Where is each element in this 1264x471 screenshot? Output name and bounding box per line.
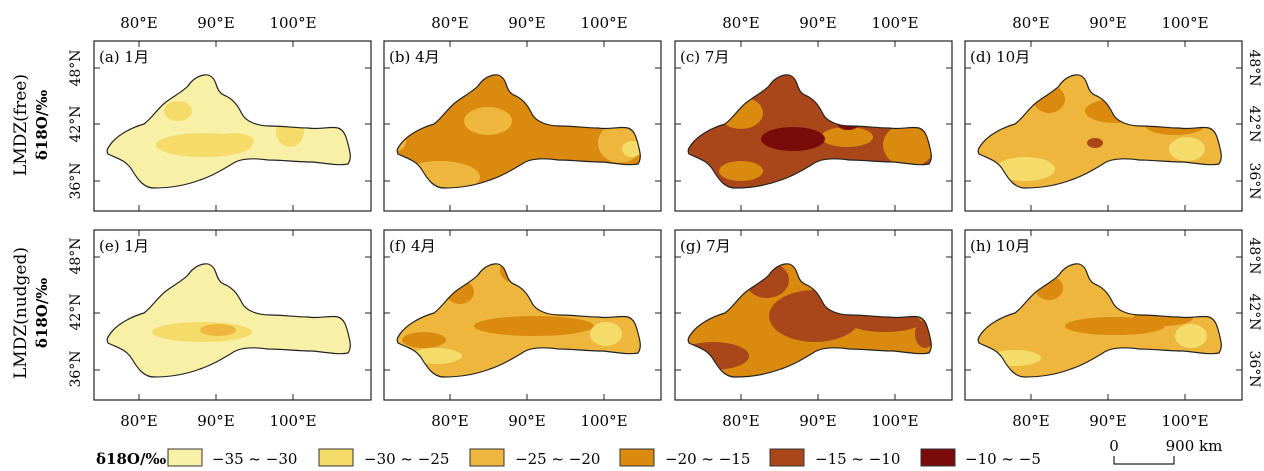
- tick-marks: [675, 41, 952, 211]
- lon-label: 100°E: [1161, 14, 1208, 32]
- lon-label: 90°E: [799, 14, 837, 32]
- lon-label: 100°E: [269, 412, 316, 430]
- lat-label: 42°N: [68, 293, 84, 330]
- legend-swatch: [619, 448, 655, 467]
- panel-frame: [674, 229, 953, 401]
- row-model-label: LMDZ(free): [11, 74, 31, 176]
- panel-label: (a) 1月: [99, 48, 149, 66]
- panel-frame: [964, 229, 1243, 401]
- panel-d: (d) 10月: [964, 40, 1243, 212]
- panel-label: (c) 7月: [680, 48, 729, 66]
- lat-label: 42°N: [1246, 293, 1262, 330]
- lon-label: 100°E: [871, 14, 918, 32]
- lon-label: 90°E: [799, 412, 837, 430]
- lon-label: 80°E: [431, 412, 469, 430]
- lat-label: 48°N: [1246, 237, 1262, 274]
- scale-zero-label: 0: [1109, 437, 1119, 455]
- legend-swatch: [920, 448, 956, 467]
- lat-label: 48°N: [1246, 49, 1262, 86]
- lon-label: 80°E: [722, 412, 760, 430]
- lon-label: 90°E: [1089, 412, 1127, 430]
- legend-label: −25 ~ −20: [515, 450, 600, 468]
- panel-label: (g) 7月: [680, 237, 731, 255]
- top-lon-labels: 80°E 90°E 100°E 80°E 90°E 100°E 80°E 90°…: [120, 14, 1208, 32]
- row-unit-label: δ18O/‰: [33, 278, 51, 348]
- right-lat-labels: 36°N 42°N 48°N 36°N 42°N 48°N: [1246, 49, 1262, 387]
- panel-b: (b) 4月: [383, 40, 662, 212]
- lon-label: 100°E: [1161, 412, 1208, 430]
- row-title-free: LMDZ(free) δ18O/‰: [11, 74, 51, 176]
- lon-label: 90°E: [508, 14, 546, 32]
- lat-label: 42°N: [68, 105, 84, 142]
- legend-label: −10 ~ −5: [965, 450, 1041, 468]
- legend-label: −35 ~ −30: [212, 450, 297, 468]
- tick-marks: [94, 41, 371, 211]
- panel-frame: [964, 40, 1243, 212]
- panel-label: (b) 4月: [389, 48, 440, 66]
- lat-label: 36°N: [1246, 162, 1262, 199]
- legend-swatch: [469, 448, 505, 467]
- panel-f: (f) 4月: [383, 229, 662, 401]
- panel-label: (f) 4月: [389, 237, 436, 255]
- lat-label: 48°N: [68, 237, 84, 274]
- row-title-nudged: LMDZ(nudged) δ18O/‰: [11, 247, 51, 379]
- legend-swatch: [167, 448, 203, 467]
- legend-label: −30 ~ −25: [364, 450, 449, 468]
- legend-swatch: [769, 448, 805, 467]
- lon-label: 80°E: [120, 412, 158, 430]
- scale-line: [1113, 456, 1175, 465]
- panel-frame: [93, 229, 372, 401]
- panel-frame: [383, 40, 662, 212]
- lat-label: 36°N: [68, 350, 84, 387]
- tick-marks: [384, 41, 661, 211]
- tick-marks: [965, 41, 1242, 211]
- left-lat-labels: 36°N 42°N 48°N 36°N 42°N 48°N: [68, 49, 84, 387]
- lon-label: 100°E: [580, 14, 627, 32]
- panel-h: (h) 10月: [964, 229, 1243, 401]
- scale-distance-label: 900 km: [1166, 437, 1223, 455]
- lon-label: 90°E: [1089, 14, 1127, 32]
- panel-c: (c) 7月: [674, 40, 953, 212]
- lat-label: 36°N: [68, 162, 84, 199]
- panel-e: (e) 1月: [93, 229, 372, 401]
- panel-g: (g) 7月: [674, 229, 953, 401]
- lon-label: 90°E: [508, 412, 546, 430]
- lat-label: 48°N: [68, 49, 84, 86]
- row-model-label: LMDZ(nudged): [11, 247, 31, 379]
- bottom-lon-labels: 80°E 90°E 100°E 80°E 90°E 100°E 80°E 90°…: [120, 412, 1208, 430]
- lon-label: 100°E: [580, 412, 627, 430]
- tick-marks: [965, 230, 1242, 400]
- legend-title: δ18O/‰: [96, 450, 166, 468]
- panel-label: (d) 10月: [970, 48, 1030, 66]
- row-unit-label: δ18O/‰: [33, 90, 51, 160]
- lon-label: 90°E: [197, 412, 235, 430]
- panel-label: (h) 10月: [970, 237, 1030, 255]
- legend-swatch: [318, 448, 354, 467]
- lon-label: 80°E: [120, 14, 158, 32]
- panel-frame: [674, 40, 953, 212]
- lon-label: 80°E: [431, 14, 469, 32]
- legend: δ18O/‰ −35 ~ −30 −30 ~ −25 −25 ~ −20 −20…: [96, 448, 1041, 468]
- lon-label: 80°E: [722, 14, 760, 32]
- lat-label: 36°N: [1246, 350, 1262, 387]
- legend-label: −15 ~ −10: [815, 450, 900, 468]
- panel-frame: [93, 40, 372, 212]
- tick-marks: [94, 230, 371, 400]
- panel-frame: [383, 229, 662, 401]
- lon-label: 80°E: [1012, 14, 1050, 32]
- lon-label: 80°E: [1012, 412, 1050, 430]
- panel-a: (a) 1月: [93, 40, 372, 212]
- tick-marks: [384, 230, 661, 400]
- lon-label: 90°E: [197, 14, 235, 32]
- lon-label: 100°E: [871, 412, 918, 430]
- scale-bar: 0 900 km: [1109, 437, 1223, 465]
- legend-label: −20 ~ −15: [665, 450, 750, 468]
- tick-marks: [675, 230, 952, 400]
- lat-label: 42°N: [1246, 105, 1262, 142]
- lon-label: 100°E: [269, 14, 316, 32]
- panel-label: (e) 1月: [99, 237, 149, 255]
